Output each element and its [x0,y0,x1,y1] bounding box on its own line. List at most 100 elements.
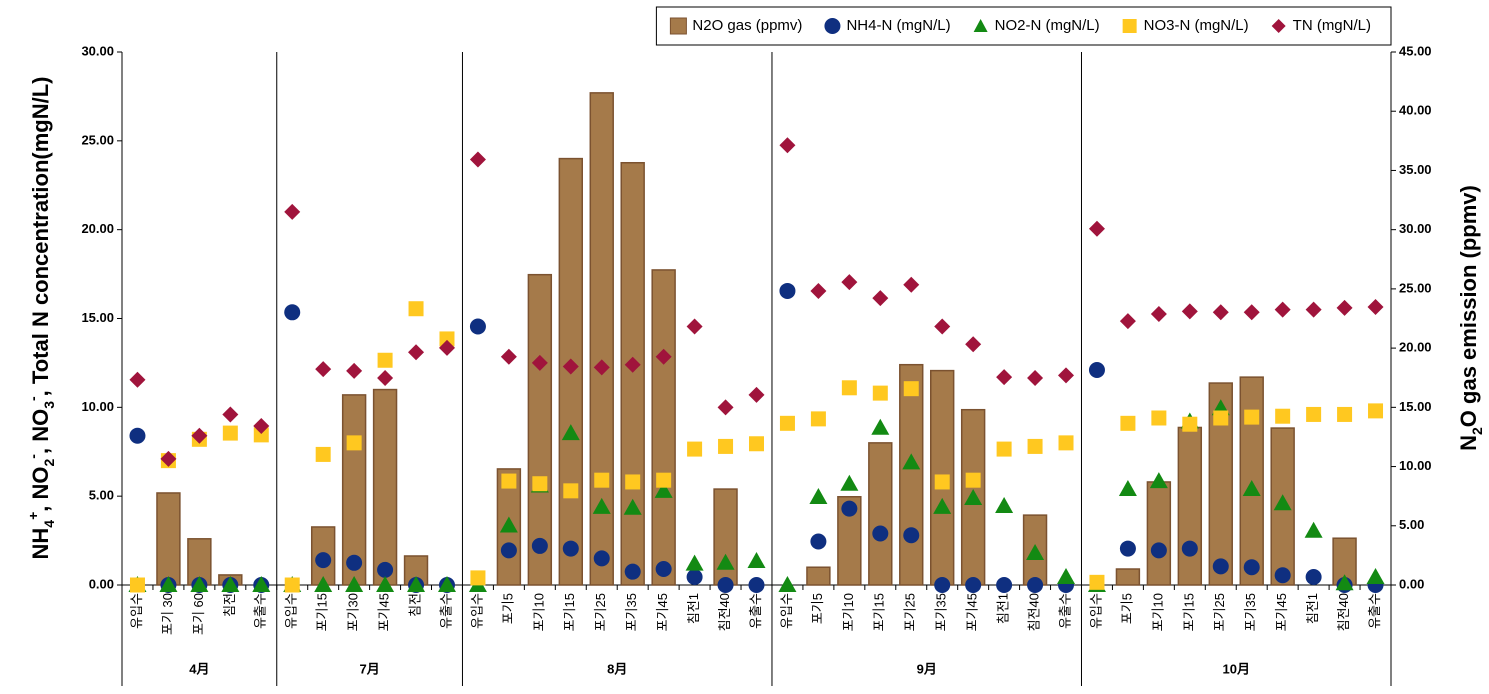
y-axis-title-part: 4 [41,520,57,528]
y-axis-title-part: 3 [41,401,57,409]
y2-tick-label: 35.00 [1399,162,1432,177]
point [1244,409,1260,425]
point [160,450,177,467]
y2-axis-title-part: O gas emission (ppmv) [1456,185,1481,427]
legend-swatch [824,18,841,34]
point [779,415,795,431]
bar [651,269,676,586]
point [934,474,950,490]
point [871,418,890,435]
point [1274,567,1291,584]
x-tick-label: 포기10 [841,593,856,631]
point [1242,480,1261,497]
point [500,348,517,365]
point [1089,574,1105,590]
point [346,362,363,379]
point [903,527,920,544]
bar [1115,568,1141,586]
y2-tick-label: 25.00 [1399,280,1432,295]
bar [806,566,831,586]
y-axis-title-part: 2 [41,458,57,466]
x-tick-label: 포기35 [624,593,639,631]
point [779,137,796,154]
x-tick-label: 유입수 [469,593,484,629]
x-tick-label: 포기15 [1181,593,1196,631]
x-tick-label: 포기45 [655,593,670,631]
x-tick-label: 유출수 [438,593,453,629]
group-label: 9月 [917,661,937,676]
x-tick-label: 유입수 [779,593,794,629]
point [1305,569,1322,586]
bar [868,442,893,586]
point [1181,303,1198,320]
y2-tick-label: 30.00 [1399,221,1432,236]
point [1088,362,1105,379]
point [779,282,796,299]
point [1150,306,1167,323]
point [747,552,766,569]
point [346,435,362,451]
point [470,570,486,586]
x-tick-label: 유출수 [253,593,268,629]
point [531,354,548,371]
y-tick-label: 20.00 [81,221,114,236]
x-tick-label: 포기25 [1212,593,1227,631]
point [407,576,426,592]
legend-swatch [1271,19,1286,33]
point [934,318,951,335]
point [996,577,1013,593]
point [592,497,611,514]
point [624,356,641,373]
point [748,386,765,403]
point [841,274,858,291]
point [1149,472,1168,489]
point [841,500,858,517]
point [1337,406,1353,422]
y-axis-title-part: , Total N concentration(mgN/L) [28,77,53,397]
bar [837,496,862,586]
point [1243,559,1260,576]
point [1273,494,1292,511]
group-label: 10月 [1223,661,1250,676]
point [469,318,486,335]
point [687,441,703,457]
point [1088,220,1105,237]
point [1243,304,1260,321]
x-tick-label: 침전 [407,593,422,617]
point [686,318,703,335]
x-tick-label: 침전40 [1026,593,1041,631]
x-tick-label: 유출수 [1367,593,1382,629]
x-tick-label: 포기45 [1274,593,1289,631]
point [222,406,239,423]
point [995,496,1014,513]
point [345,576,364,592]
point [562,540,579,557]
point [655,561,672,578]
x-tick-label: 포기45 [965,593,980,631]
point [996,441,1012,457]
legend-label: N2O gas (ppmv) [692,17,802,34]
legend-label: TN (mgN/L) [1293,17,1371,34]
bar [1146,481,1172,586]
x-tick-label: 포기 30 [160,593,175,635]
point [1027,438,1043,454]
point [1027,370,1044,387]
point [1150,542,1167,559]
legend: N2O gas (ppmv) NH4-N (mgN/L) NO2-N (mgN/L)… [655,6,1392,46]
group-label: 4月 [189,661,209,676]
point [563,483,579,499]
x-tick-label: 포기15 [315,593,330,631]
point [840,474,859,491]
bar [620,161,645,586]
point [718,438,734,454]
point [253,427,269,443]
x-tick-label: 포기 60 [191,593,206,635]
point [437,576,456,592]
legend-box [655,6,1392,46]
point [377,370,394,387]
point [655,348,672,365]
x-tick-label: 유입수 [284,593,299,629]
point [501,473,517,489]
point [531,537,548,554]
